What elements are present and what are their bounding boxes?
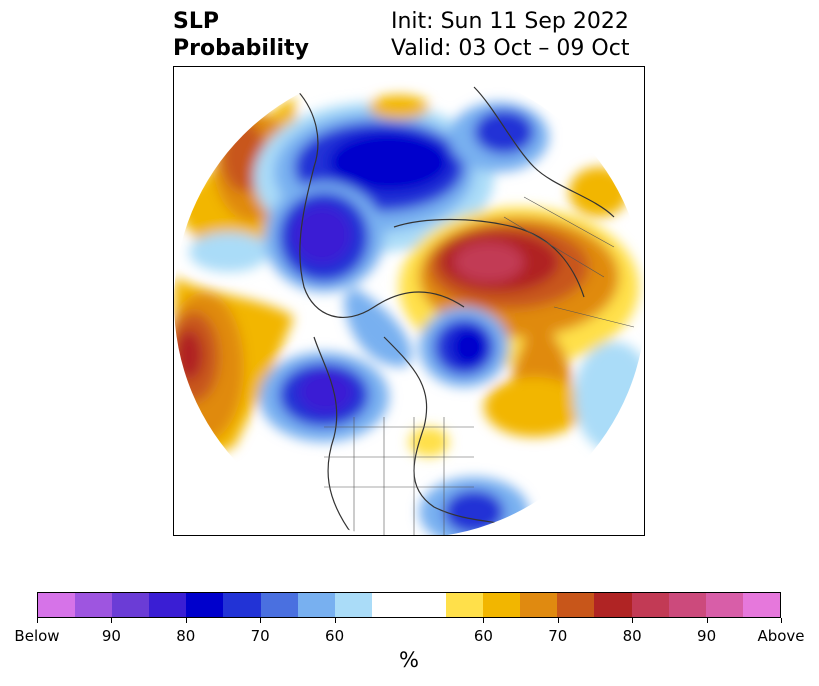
colorbar-segment	[705, 593, 743, 617]
colorbar-tickmark	[111, 618, 113, 623]
chart-title: SLP Probability	[173, 8, 309, 62]
forecast-dates: Init: Sun 11 Sep 2022 Valid: 03 Oct – 09…	[391, 8, 629, 62]
colorbar-tickmark	[334, 618, 336, 623]
colorbar-tick-label: 90	[697, 627, 717, 645]
borders	[324, 196, 635, 535]
title-line-2: Probability	[173, 36, 309, 61]
colorbar-segment	[631, 593, 669, 617]
colorbar-tick-label: 70	[250, 627, 270, 645]
colorbar-segment	[742, 593, 780, 617]
init-date: Init: Sun 11 Sep 2022	[391, 9, 629, 34]
colorbar-tickmark	[706, 618, 708, 623]
colorbar-tickmark	[483, 618, 485, 623]
colorbar-segment	[557, 593, 595, 617]
colorbar-segment	[186, 593, 224, 617]
colorbar-segment	[297, 593, 335, 617]
probability-map	[173, 66, 645, 536]
colorbar-segment	[260, 593, 298, 617]
colorbar-tick-label: Above	[757, 627, 805, 645]
valid-range: Valid: 03 Oct – 09 Oct	[391, 36, 630, 61]
colorbar-tick-label: 60	[325, 627, 345, 645]
colorbar	[37, 592, 781, 618]
colorbar-tick-label: 70	[548, 627, 568, 645]
colorbar-segment	[483, 593, 521, 617]
colorbar-segment	[112, 593, 150, 617]
colorbar-tickmark	[557, 618, 559, 623]
colorbar-tickmark	[260, 618, 262, 623]
title-line-1: SLP	[173, 9, 219, 34]
colorbar-segment	[75, 593, 113, 617]
colorbar-segment	[408, 593, 447, 617]
colorbar-unit: %	[399, 648, 419, 672]
colorbar-tick-label: 60	[473, 627, 493, 645]
colorbar-segment	[334, 593, 372, 617]
colorbar-tick-label: 80	[176, 627, 196, 645]
colorbar-tickmark	[37, 618, 38, 623]
colorbar-segment	[38, 593, 76, 617]
colorbar-tick-label: 90	[101, 627, 121, 645]
colorbar-tickmark	[781, 618, 782, 623]
colorbar-tickmark	[632, 618, 634, 623]
colorbar-segment	[371, 593, 409, 617]
colorbar-segment	[446, 593, 484, 617]
colorbar-segment	[520, 593, 558, 617]
colorbar-tick-label: 80	[622, 627, 642, 645]
colorbar-segment	[149, 593, 187, 617]
colorbar-segment	[223, 593, 261, 617]
colorbar-tick-label: Below	[14, 627, 60, 645]
map-graphic	[174, 67, 644, 535]
colorbar-segment	[668, 593, 706, 617]
colorbar-segment	[594, 593, 632, 617]
colorbar-tickmark	[185, 618, 187, 623]
